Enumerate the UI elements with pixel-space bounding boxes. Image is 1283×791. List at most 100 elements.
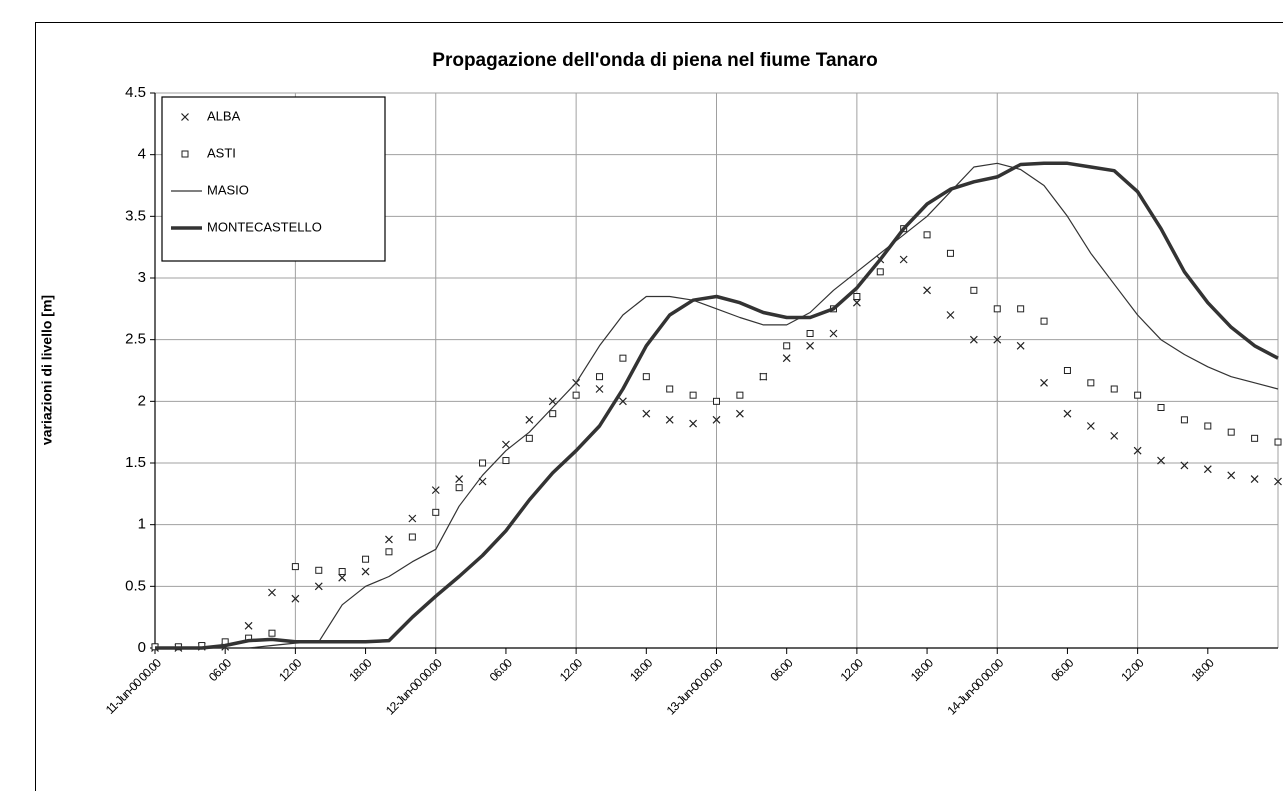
marker-square [549,410,557,418]
marker-cross [712,415,721,424]
marker-cross [1250,475,1259,483]
marker-square [362,555,370,563]
marker-cross [1274,477,1282,486]
marker-square [993,305,1001,313]
marker-cross [852,298,861,307]
y-axis-label: variazioni di livello [m] [39,295,55,445]
marker-square [759,373,767,381]
marker-square [946,249,954,257]
marker-cross [946,311,955,319]
marker-cross [1040,378,1048,387]
legend-label: ASTI [207,145,236,160]
marker-square [853,293,861,300]
marker-cross [1157,456,1165,465]
marker-cross [1110,431,1119,440]
marker-cross [806,341,815,350]
marker-cross [548,397,557,406]
marker-square [1040,317,1048,325]
marker-cross [1133,446,1142,455]
marker-cross [899,255,908,264]
marker-cross [642,409,651,418]
marker-square [806,330,814,337]
marker-cross [993,335,1002,344]
marker-square [572,391,580,399]
marker-cross [408,514,417,523]
marker-cross [1227,471,1236,480]
marker-cross [829,329,838,338]
marker-square [689,391,697,399]
marker-cross [385,535,393,544]
legend-label: ALBA [207,108,241,123]
marker-square [666,385,674,393]
marker-cross [268,588,276,597]
marker-square [876,268,884,276]
marker-square [525,434,533,442]
marker-cross [689,419,698,428]
marker-cross [502,440,510,449]
marker-square [502,457,510,465]
marker-cross [1086,422,1095,430]
marker-cross [595,385,604,393]
marker-cross [1016,341,1025,350]
marker-square [619,354,627,362]
marker-square [970,286,978,294]
marker-square [479,459,487,467]
marker-cross [338,573,347,582]
y-tick-label: 2.5 [125,331,146,348]
marker-square [713,397,720,405]
marker-cross [1180,461,1189,470]
marker-square [315,566,323,574]
marker-square [1063,367,1071,374]
series-line [155,162,1279,649]
marker-cross [291,594,300,603]
marker-square [432,508,440,516]
series-line [155,161,1279,650]
y-tick-label: 1.5 [125,454,146,471]
chart-title: Propagazione dell'onda di piena nel fium… [432,50,877,71]
marker-square [1087,379,1095,387]
legend-symbol [181,113,189,121]
marker-square [1180,416,1188,424]
marker-square [596,373,604,381]
marker-square [783,342,791,350]
y-tick-label: 0.5 [125,577,146,594]
y-tick-label: 0 [138,639,146,656]
y-tick-label: 4 [138,146,146,163]
marker-square [1017,305,1025,313]
marker-cross [1063,409,1072,418]
y-tick-label: 1 [138,516,146,533]
marker-cross [782,354,791,363]
marker-square [736,391,744,399]
marker-cross [665,415,674,424]
marker-square [1157,404,1165,411]
marker-cross [969,335,978,344]
marker-cross [525,415,534,424]
legend-box [161,96,386,262]
marker-cross [314,582,323,591]
legend-label: MASIO [207,182,249,197]
marker-cross [361,567,370,576]
marker-square [1110,385,1118,393]
marker-square [268,629,276,637]
marker-cross [735,409,744,418]
marker-cross [455,475,464,483]
marker-square [338,568,346,576]
marker-square [1134,391,1142,399]
marker-square [1251,434,1259,442]
legend-symbol [181,150,189,158]
legend-label: MONTECASTELLO [207,219,322,234]
marker-square [385,548,393,556]
marker-square [1227,428,1235,436]
y-tick-label: 3.5 [125,207,146,224]
marker-square [923,231,931,239]
marker-cross [431,486,440,495]
y-tick-label: 2 [138,392,146,409]
marker-square [291,563,299,571]
marker-square [455,484,463,492]
marker-cross [923,286,931,295]
marker-cross [244,621,253,630]
marker-square [1274,438,1282,446]
marker-cross [618,397,627,406]
